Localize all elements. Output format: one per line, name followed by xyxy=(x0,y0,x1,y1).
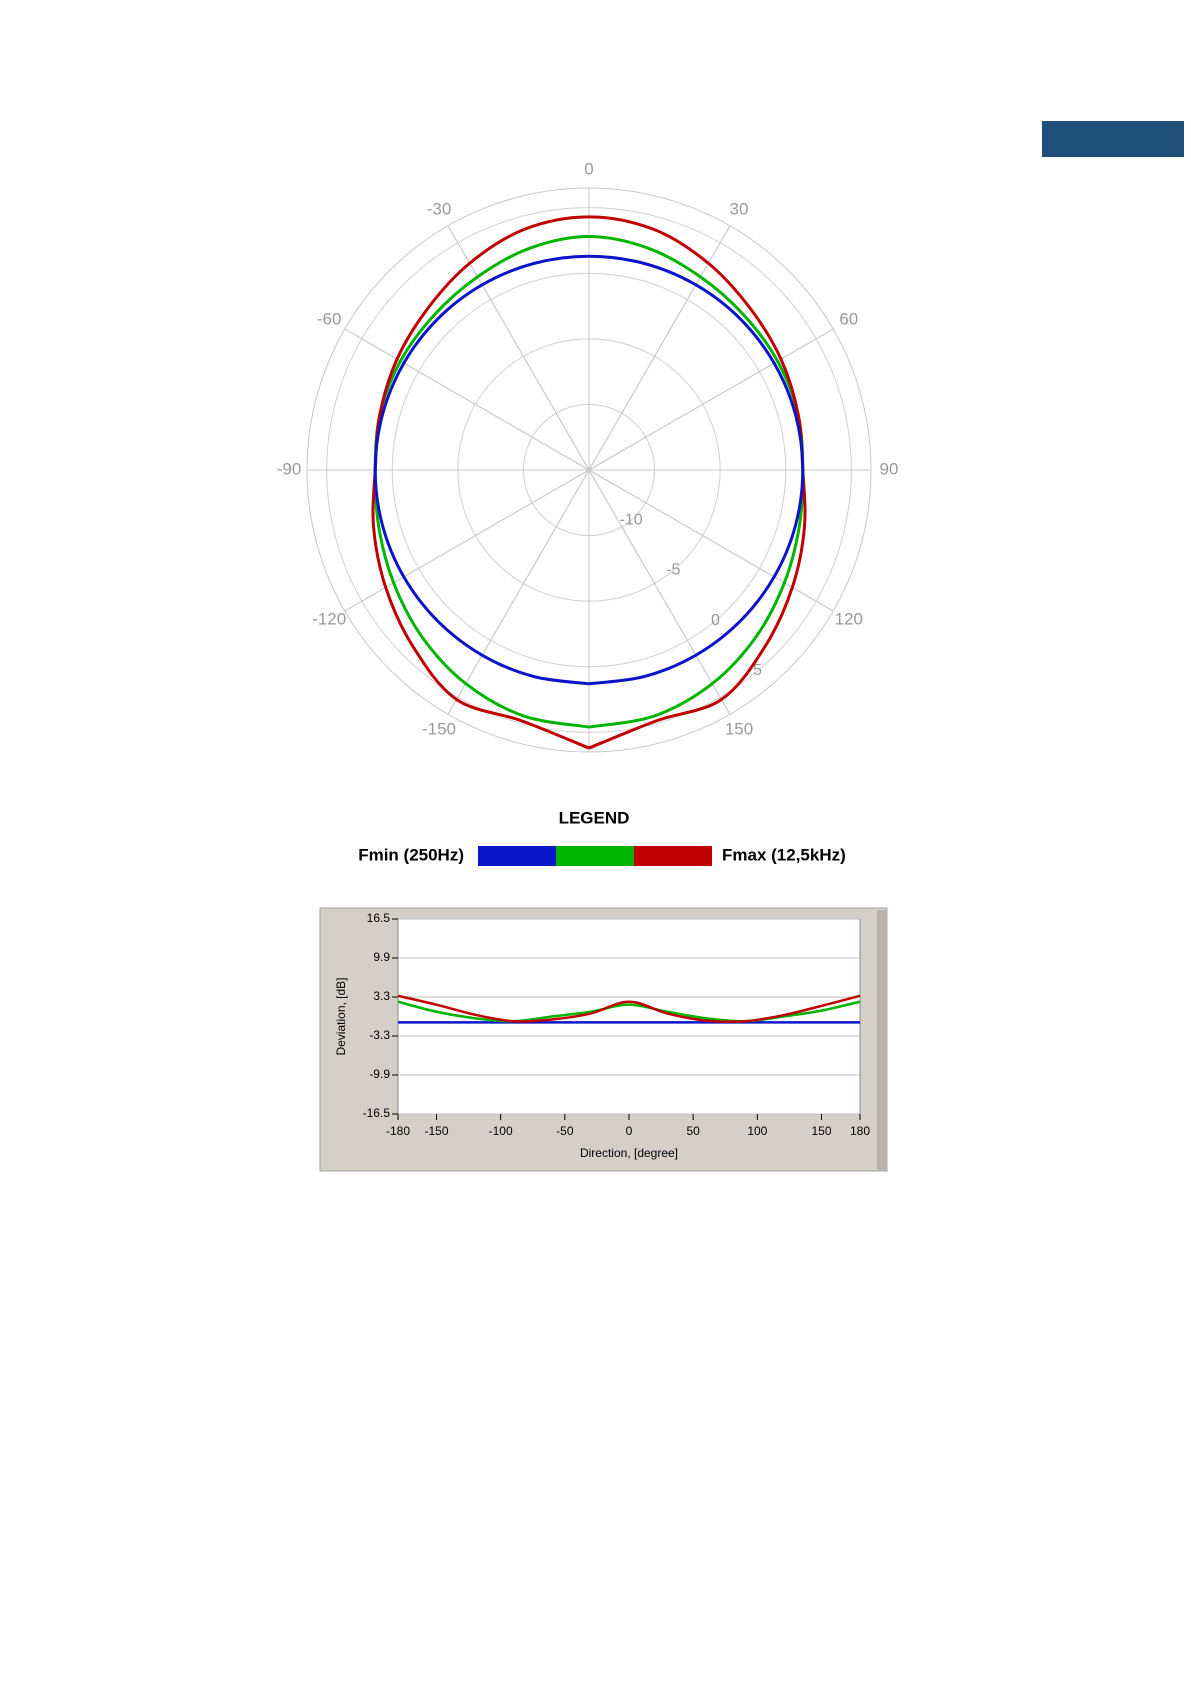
y-tick-label: 16.5 xyxy=(367,911,391,925)
x-tick-label: 50 xyxy=(686,1124,700,1138)
angle-tick-label: 30 xyxy=(730,200,749,219)
y-tick-label: -16.5 xyxy=(363,1106,391,1120)
radial-tick-label: 0 xyxy=(711,612,720,629)
line-chart: -16.5 -9.9 -3.3 3.3 9.9 16.5 -180 -150 -100 -50 0 5… xyxy=(334,911,870,1160)
x-tick-label: -180 xyxy=(386,1124,410,1138)
angular-grid-line xyxy=(447,225,731,715)
y-tick-label: 9.9 xyxy=(373,950,390,964)
legend-bar xyxy=(478,846,712,866)
angle-tick-label: 90 xyxy=(880,459,899,478)
x-tick-label: -50 xyxy=(556,1124,574,1138)
angle-tick-label: -120 xyxy=(312,609,346,628)
line-series xyxy=(397,994,861,1024)
angle-tick-label: 120 xyxy=(835,609,863,628)
y-tick-label: -3.3 xyxy=(369,1028,390,1042)
angle-tick-label: 0 xyxy=(584,159,593,178)
x-tick-label: 180 xyxy=(850,1124,870,1138)
radial-tick-label: 5 xyxy=(753,662,762,679)
polar-chart: -10 -5 0 5 -150 -120 -90 -60 -30 0 30 60 90 120 150 xyxy=(277,159,899,753)
legend-max-label: Fmax (12,5kHz) xyxy=(722,845,846,864)
radial-tick-label: -5 xyxy=(666,562,680,579)
legend-color-swatch xyxy=(556,846,634,866)
x-axis-label: Direction, [degree] xyxy=(580,1146,678,1160)
y-tick-label: 3.3 xyxy=(373,989,390,1003)
x-tick-label: 100 xyxy=(747,1124,767,1138)
angle-tick-label: -150 xyxy=(422,719,456,738)
angle-tick-label: -30 xyxy=(427,200,452,219)
frame-bevel xyxy=(877,910,886,1170)
x-tick-label: 150 xyxy=(811,1124,831,1138)
angle-tick-label: -90 xyxy=(277,459,302,478)
legend-title: LEGEND xyxy=(559,808,630,827)
y-tick-label: -9.9 xyxy=(369,1067,390,1081)
legend-color-swatch xyxy=(634,846,712,866)
header-box xyxy=(1042,121,1184,157)
x-tick-label: -100 xyxy=(489,1124,513,1138)
angle-tick-label: 150 xyxy=(725,719,753,738)
radial-tick-label: -10 xyxy=(620,511,643,528)
angle-tick-label: -60 xyxy=(317,309,342,328)
legend-min-label: Fmin (250Hz) xyxy=(358,845,464,864)
angle-tick-label: 60 xyxy=(839,309,858,328)
polar-curve xyxy=(373,235,805,729)
x-tick-label: 0 xyxy=(626,1124,633,1138)
polar-curve xyxy=(371,215,807,750)
legend-color-swatch xyxy=(478,846,556,866)
x-tick-label: -150 xyxy=(424,1124,448,1138)
y-axis-label: Deviation, [dB] xyxy=(334,977,348,1055)
polar-curve xyxy=(373,254,805,686)
